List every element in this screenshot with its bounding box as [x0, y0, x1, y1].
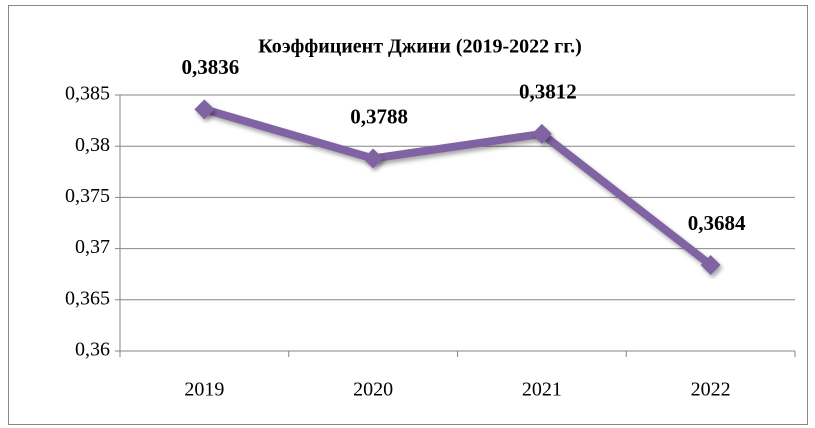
x-tick-label: 2019: [184, 379, 224, 401]
x-tick-label: 2022: [691, 379, 731, 401]
y-tick-label: 0,365: [65, 287, 110, 309]
marker: [531, 123, 552, 144]
x-tick-label: 2020: [353, 379, 393, 401]
y-tick-label: 0,36: [75, 339, 110, 361]
chart-border: [8, 5, 808, 425]
y-tick-label: 0,38: [75, 134, 110, 156]
marker: [700, 254, 721, 275]
data-label: 0,3836: [182, 55, 240, 79]
y-tick-label: 0,375: [65, 185, 110, 207]
marker: [363, 148, 384, 169]
x-tick-label: 2021: [522, 379, 562, 401]
marker: [194, 99, 215, 120]
y-tick-label: 0,385: [65, 83, 110, 105]
data-label: 0,3812: [519, 80, 577, 104]
line: [203, 105, 714, 269]
y-tick-label: 0,37: [75, 236, 110, 258]
data-label: 0,3684: [688, 211, 746, 235]
data-label: 0,3788: [350, 104, 408, 128]
chart-title: Коэффициент Джини (2019-2022 гг.): [258, 36, 581, 58]
